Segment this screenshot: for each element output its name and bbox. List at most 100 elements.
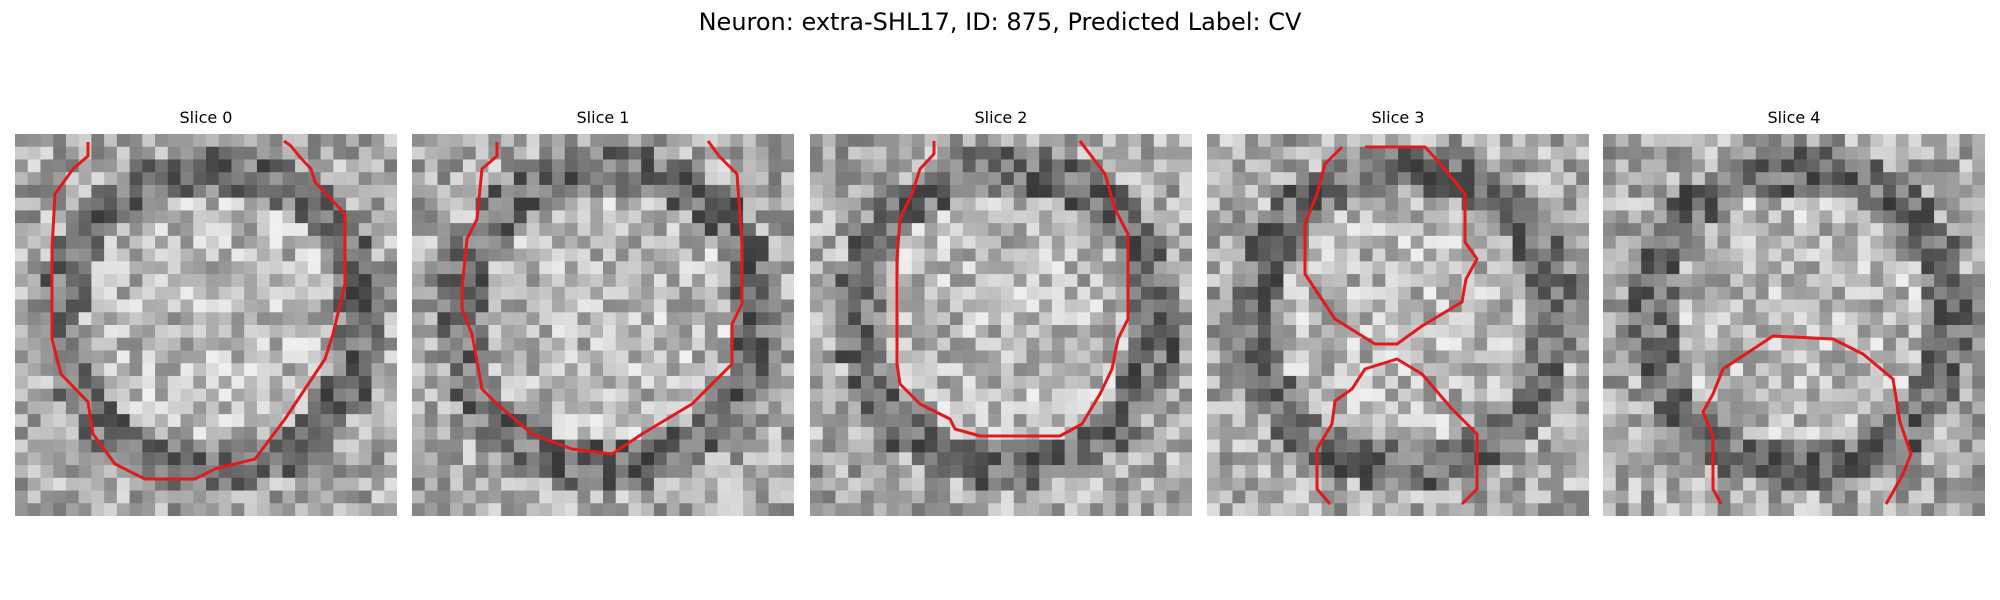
pixel xyxy=(1972,350,1985,364)
pixel xyxy=(1794,414,1808,428)
pixel xyxy=(615,146,630,161)
pixel xyxy=(924,350,938,364)
pixel xyxy=(564,465,579,479)
pixel xyxy=(1576,248,1589,262)
pixel xyxy=(1832,134,1846,148)
pixel xyxy=(1768,184,1782,199)
pixel xyxy=(1550,388,1565,402)
pixel xyxy=(116,375,131,390)
pixel xyxy=(206,388,220,402)
pixel xyxy=(371,414,385,428)
pixel xyxy=(1755,350,1770,364)
pixel xyxy=(1959,337,1973,352)
pixel xyxy=(679,350,693,364)
pixel xyxy=(333,452,347,466)
pixel xyxy=(40,223,54,237)
pixel xyxy=(975,274,989,288)
pixel xyxy=(1179,414,1192,428)
pixel xyxy=(1436,261,1450,275)
pixel xyxy=(1832,465,1846,479)
pixel xyxy=(1347,235,1361,250)
pixel xyxy=(743,363,757,377)
pixel xyxy=(1794,439,1808,453)
pixel xyxy=(577,350,591,364)
pixel xyxy=(666,363,680,377)
pixel xyxy=(167,375,182,390)
pixel xyxy=(1102,452,1117,466)
pixel xyxy=(781,375,794,390)
pixel xyxy=(218,388,233,402)
pixel xyxy=(180,465,194,479)
pixel xyxy=(1628,159,1642,173)
pixel xyxy=(1308,490,1323,504)
pixel xyxy=(1270,363,1284,377)
pixel xyxy=(1166,490,1180,504)
pixel xyxy=(231,490,245,504)
pixel xyxy=(1207,286,1221,301)
pixel xyxy=(513,401,528,415)
pixel xyxy=(1026,452,1040,466)
pixel xyxy=(437,261,451,275)
pixel xyxy=(1232,286,1246,301)
pixel xyxy=(167,439,182,453)
pixel xyxy=(1666,248,1680,262)
pixel xyxy=(860,235,875,250)
pixel xyxy=(1001,235,1015,250)
pixel xyxy=(590,401,604,415)
pixel xyxy=(539,414,553,428)
pixel xyxy=(15,414,29,428)
pixel xyxy=(1653,465,1668,479)
pixel xyxy=(1525,184,1539,199)
pixel xyxy=(53,401,67,415)
pixel xyxy=(371,146,385,161)
pixel xyxy=(15,235,29,250)
pixel xyxy=(1321,197,1335,211)
pixel xyxy=(704,401,719,415)
pixel xyxy=(1921,184,1935,199)
pixel xyxy=(1628,261,1642,275)
pixel xyxy=(488,184,502,199)
pixel xyxy=(244,325,258,339)
pixel xyxy=(1512,159,1526,173)
pixel xyxy=(615,414,630,428)
pixel xyxy=(1743,261,1757,275)
pixel xyxy=(950,452,964,466)
pixel xyxy=(65,299,80,313)
pixel xyxy=(810,274,824,288)
pixel xyxy=(193,490,207,504)
pixel xyxy=(1461,465,1475,479)
pixel xyxy=(781,235,794,250)
pixel xyxy=(129,426,143,441)
pixel xyxy=(129,159,143,173)
pixel xyxy=(1461,172,1475,186)
pixel xyxy=(937,146,951,161)
pixel xyxy=(899,159,913,173)
pixel xyxy=(924,388,938,402)
pixel xyxy=(526,286,540,301)
pixel xyxy=(1946,465,1961,479)
pixel xyxy=(822,452,837,466)
pixel xyxy=(1653,337,1668,352)
pixel xyxy=(564,159,579,173)
pixel xyxy=(450,312,464,326)
pixel xyxy=(320,261,334,275)
pixel xyxy=(129,337,143,352)
pixel xyxy=(1512,439,1526,453)
pixel xyxy=(1359,465,1374,479)
pixel xyxy=(282,452,296,466)
pixel xyxy=(1398,312,1412,326)
pixel xyxy=(1166,210,1180,224)
pixel xyxy=(641,248,655,262)
pixel xyxy=(1398,261,1412,275)
pixel xyxy=(743,477,757,492)
pixel xyxy=(78,388,92,402)
pixel xyxy=(590,350,604,364)
pixel xyxy=(1115,401,1129,415)
pixel xyxy=(53,490,67,504)
pixel xyxy=(1628,439,1642,453)
pixel xyxy=(1013,159,1028,173)
pixel xyxy=(755,414,770,428)
pixel xyxy=(1819,248,1833,262)
pixel xyxy=(1908,248,1922,262)
pixel xyxy=(1398,235,1412,250)
